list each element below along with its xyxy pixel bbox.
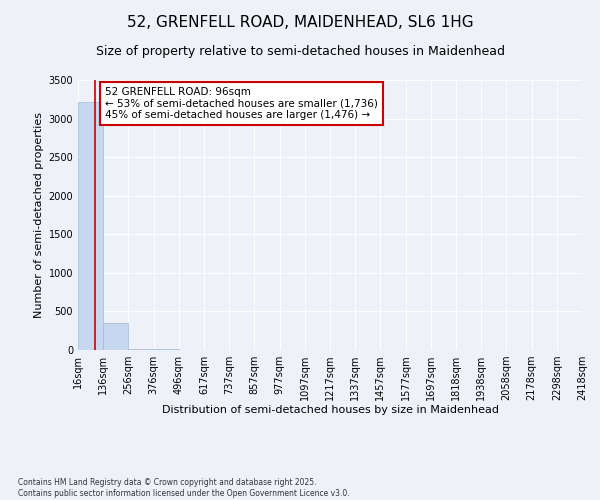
Bar — [78, 102, 103, 350]
Text: Size of property relative to semi-detached houses in Maidenhead: Size of property relative to semi-detach… — [95, 45, 505, 58]
Text: 52 GRENFELL ROAD: 96sqm
← 53% of semi-detached houses are smaller (1,736)
45% of: 52 GRENFELL ROAD: 96sqm ← 53% of semi-de… — [105, 87, 378, 120]
Text: Contains HM Land Registry data © Crown copyright and database right 2025.
Contai: Contains HM Land Registry data © Crown c… — [18, 478, 350, 498]
Bar — [128, 349, 154, 350]
Y-axis label: Number of semi-detached properties: Number of semi-detached properties — [34, 112, 44, 318]
Bar — [103, 323, 128, 350]
X-axis label: Distribution of semi-detached houses by size in Maidenhead: Distribution of semi-detached houses by … — [161, 404, 499, 414]
Text: 52, GRENFELL ROAD, MAIDENHEAD, SL6 1HG: 52, GRENFELL ROAD, MAIDENHEAD, SL6 1HG — [127, 15, 473, 30]
